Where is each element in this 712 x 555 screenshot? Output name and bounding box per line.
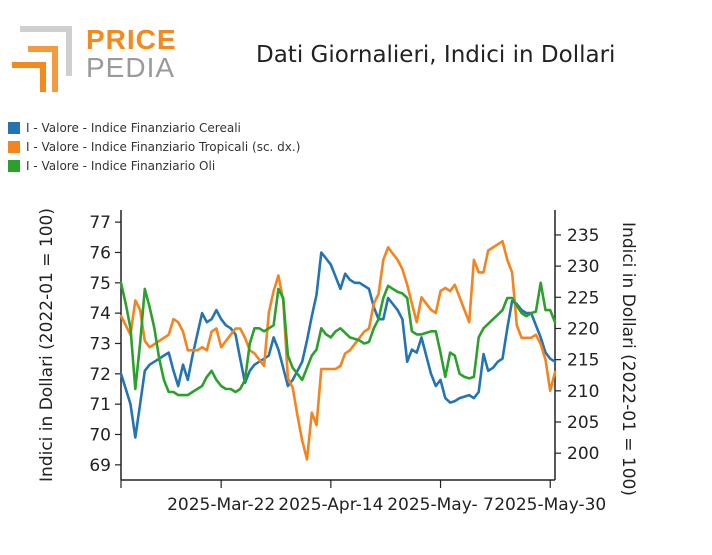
y-right-tick-label: 225 [567, 288, 599, 308]
legend-item-oli[interactable]: I - Valore - Indice Finanziario Oli [8, 156, 300, 175]
logo-mark [12, 26, 72, 92]
y-right-tick-label: 200 [567, 444, 599, 464]
y-left-tick-label: 72 [89, 365, 111, 385]
chart-labels: 69 70 71 72 73 74 75 76 77 200 205 210 215 220 225 230 2… [37, 208, 638, 515]
chart-title: Dati Giornalieri, Indici in Dollari [256, 42, 616, 68]
y-left-tick-label: 75 [89, 274, 111, 294]
y-right-tick-label: 220 [567, 319, 599, 339]
legend-item-cereali[interactable]: I - Valore - Indice Finanziario Cereali [8, 118, 300, 137]
y-left-tick-label: 71 [89, 395, 111, 415]
series-line-oli [119, 281, 557, 397]
legend-swatch-cereali [8, 121, 20, 134]
chart-series [119, 239, 557, 461]
y-axis-right-title: Indici in Dollari (2022-01 = 100) [618, 222, 638, 496]
x-tick-label: 2025-Apr-14 [278, 495, 383, 515]
y-left-tick-label: 76 [89, 243, 111, 263]
legend-label-oli: I - Valore - Indice Finanziario Oli [26, 158, 216, 173]
series-line-cereali [119, 251, 557, 439]
y-axis-left-title: Indici in Dollari (2022-01 = 100) [37, 208, 57, 482]
y-left-tick-label: 69 [89, 456, 111, 476]
logo-word-pedia: PEDIA [86, 52, 176, 83]
y-right-tick-label: 215 [567, 351, 599, 371]
y-right-tick-label: 205 [567, 413, 599, 433]
x-tick-label: 2025-May- 7 [387, 495, 494, 515]
legend-item-tropicali[interactable]: I - Valore - Indice Finanziario Tropical… [8, 137, 300, 156]
y-right-tick-label: 230 [567, 257, 599, 277]
logo-word-price: PRICE [86, 24, 177, 55]
legend-label-cereali: I - Valore - Indice Finanziario Cereali [26, 120, 241, 135]
legend: I - Valore - Indice Finanziario Cereali … [8, 118, 300, 175]
legend-swatch-oli [8, 159, 20, 172]
x-tick-label: 2025-May-30 [494, 495, 606, 515]
series-line-tropicali [119, 239, 557, 461]
x-tick-label: 2025-Mar-22 [167, 495, 275, 515]
y-right-tick-label: 210 [567, 382, 599, 402]
legend-label-tropicali: I - Valore - Indice Finanziario Tropical… [26, 139, 301, 154]
chart-axes [115, 210, 561, 488]
y-left-tick-label: 77 [89, 213, 111, 233]
y-right-tick-label: 235 [567, 226, 599, 246]
pricepedia-logo: PRICE PEDIA [8, 22, 176, 94]
y-left-tick-label: 74 [89, 304, 111, 324]
y-left-tick-label: 73 [89, 334, 111, 354]
legend-swatch-tropicali [8, 140, 20, 153]
y-left-tick-label: 70 [89, 425, 111, 445]
